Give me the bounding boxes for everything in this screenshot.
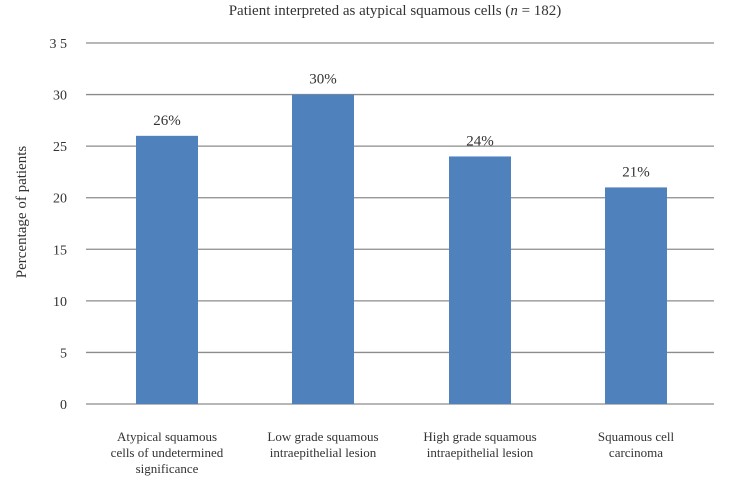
data-label: 26% — [153, 113, 181, 129]
data-labels: 26% 30% 24% 21% — [153, 72, 650, 181]
bar — [449, 156, 511, 404]
x-category-label: Low grade squamous intraepithelial lesion — [267, 429, 378, 460]
y-tick-label: 5 — [60, 346, 67, 361]
y-tick-label: 15 — [53, 243, 67, 258]
bar — [605, 187, 667, 404]
y-axis-label: Percentage of patients — [14, 146, 30, 279]
y-tick-label: 10 — [53, 295, 67, 310]
y-tick-label: 0 — [60, 398, 67, 413]
data-label: 30% — [309, 72, 337, 88]
y-tick-label: 3 5 — [50, 37, 68, 52]
data-label: 24% — [466, 133, 494, 149]
bar — [136, 135, 198, 405]
x-category-label: Squamous cell carcinoma — [598, 429, 675, 460]
x-category-label: High grade squamous intraepithelial lesio… — [423, 429, 536, 460]
data-label: 21% — [622, 164, 650, 180]
x-axis-categories: Atypical squamous cells of undetermined si… — [111, 429, 675, 476]
y-tick-label: 25 — [53, 140, 67, 155]
y-tick-label: 30 — [53, 89, 67, 104]
x-category-label: Atypical squamous cells of undetermined si… — [111, 429, 224, 476]
y-tick-label: 20 — [53, 192, 67, 207]
chart-title: Patient interpreted as atypical squamous… — [229, 3, 562, 19]
bars — [136, 94, 667, 405]
y-axis-ticks: 0 5 10 15 20 25 30 3 5 — [50, 37, 68, 413]
bar — [292, 94, 354, 405]
